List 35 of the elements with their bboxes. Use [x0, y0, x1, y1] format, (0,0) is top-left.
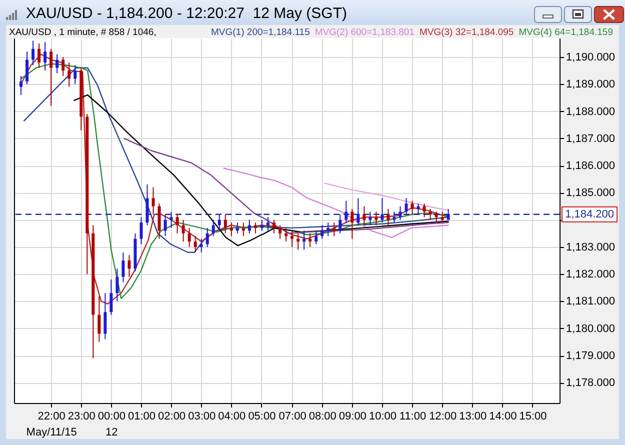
- x-tick-label: 09:00: [338, 410, 366, 422]
- text: MVG(2) 600=1,183.801: [314, 27, 414, 38]
- y-tick-label: 1,183.000: [566, 241, 615, 254]
- y-tick-label: 1,179.000: [566, 350, 615, 362]
- x-tick-label: 07:00: [278, 410, 306, 422]
- x-tick-label: 04:00: [218, 410, 246, 422]
- y-tick-label: 1,186.000: [566, 160, 615, 172]
- text: MVG(4) 64=1,184.159: [518, 27, 613, 38]
- x-tick-label: 03:00: [188, 410, 216, 422]
- chart-title: XAU/USD - 1,184.200 - 12:20:27 12 May (SGT): [26, 5, 347, 22]
- x-tick-label: 13:00: [459, 410, 487, 422]
- y-tick-label: 1,181.000: [566, 296, 615, 308]
- x-tick-label: 08:00: [308, 410, 336, 422]
- y-tick-label: 1,185.000: [566, 187, 615, 200]
- x-tick-label: 12:00: [429, 410, 457, 422]
- chart-subtitle: XAU/USD , 1 minute, # 858 / 1046,: [9, 27, 156, 38]
- y-tick-label: 1,180.000: [566, 322, 615, 335]
- y-tick-label: 1,178.000: [566, 377, 615, 390]
- y-tick-label: 1,189.000: [566, 78, 615, 91]
- x-tick-label: 02:00: [158, 410, 186, 422]
- x-tick-label: 00:00 12: [98, 410, 126, 438]
- text: MVG(3) 32=1,184.095: [419, 27, 514, 38]
- y-tick-label: 1,182.000: [566, 268, 615, 281]
- x-tick-label: 15:00: [519, 410, 547, 422]
- y-tick-label: 1,190.000: [566, 51, 615, 64]
- x-tick-label: 05:00: [248, 410, 276, 422]
- x-tick-label: 11:00: [399, 410, 426, 422]
- x-tick-label: 23:00: [68, 410, 96, 422]
- y-tick-label: 1,187.000: [566, 132, 615, 145]
- ref-line-label: 1,184.200: [565, 208, 614, 220]
- x-tick-label: 10:00: [368, 410, 396, 422]
- x-tick-label: 14:00: [489, 410, 517, 422]
- text: MVG(1) 200=1,184.115: [211, 27, 310, 38]
- x-tick-label: 01:00: [128, 410, 156, 422]
- y-tick-label: 1,188.000: [566, 106, 615, 118]
